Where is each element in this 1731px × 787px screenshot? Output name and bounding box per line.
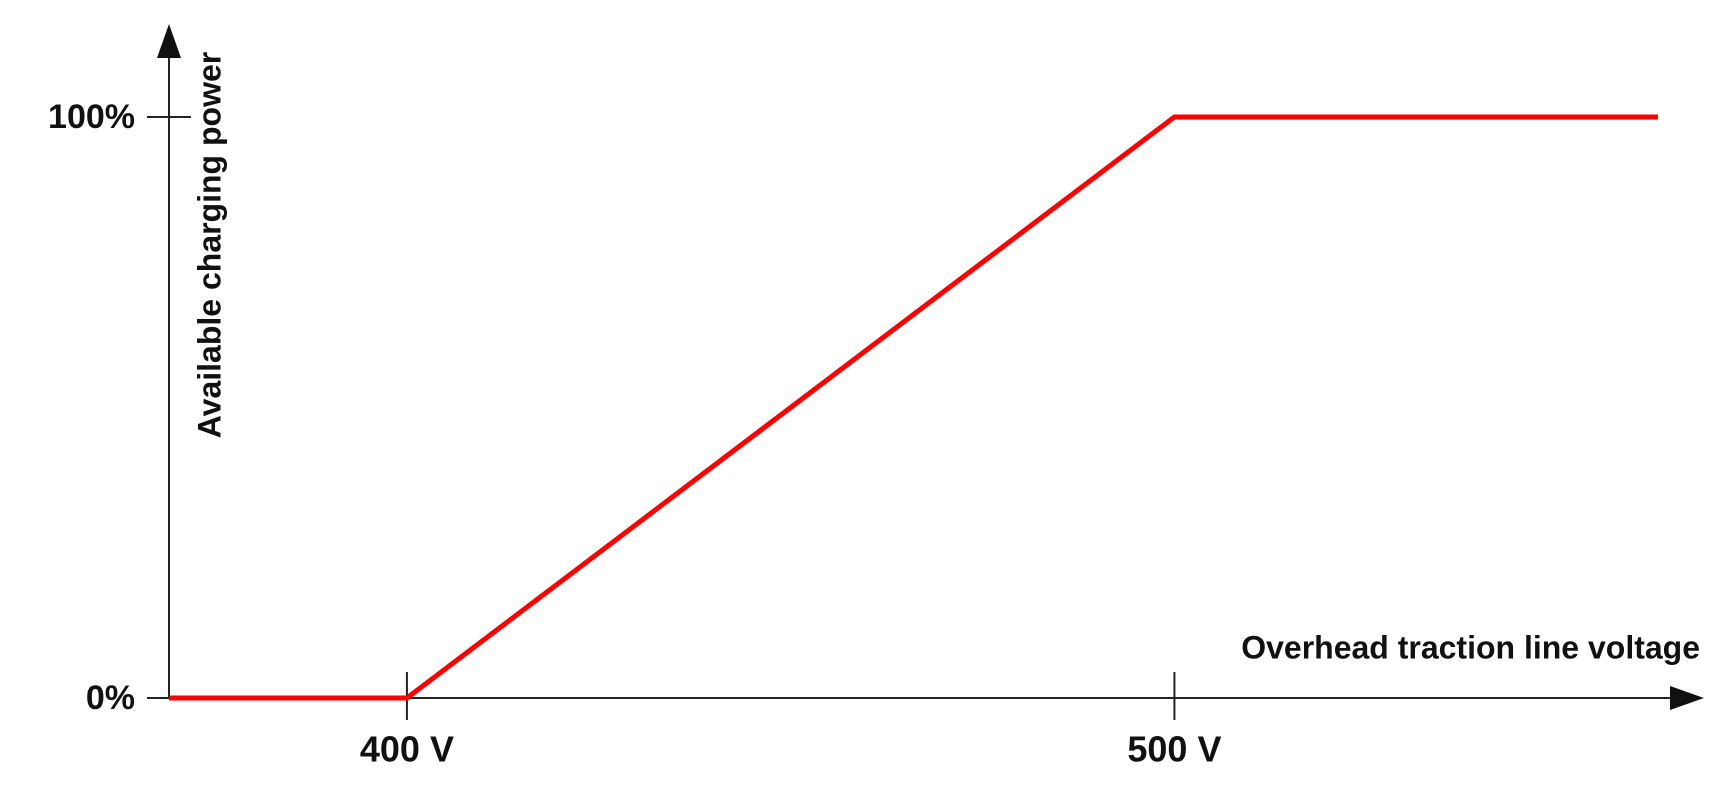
line [169, 114, 1658, 701]
y-tick-label: 100% [48, 98, 135, 136]
x-tick-label: 400 V [360, 729, 454, 770]
x-axis-arrow [1670, 686, 1704, 710]
y-axis-label: Available charging power [191, 52, 227, 438]
y-tick-label: 0% [86, 679, 135, 717]
x-tick-label: 500 V [1127, 729, 1221, 770]
x-axis-label: Overhead traction line voltage [1241, 629, 1700, 665]
y-axis-arrow [157, 24, 181, 58]
